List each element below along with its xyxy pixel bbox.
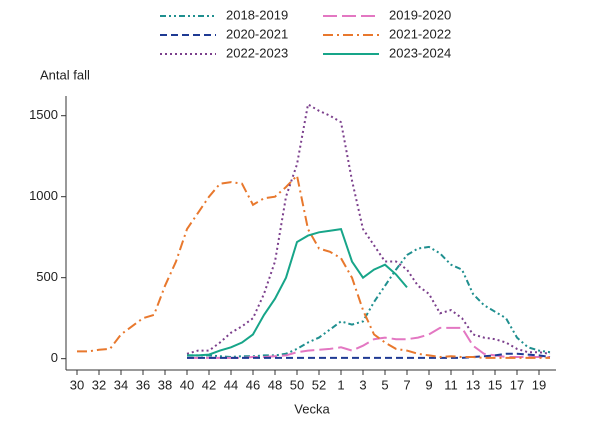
y-tick-label: 1000 — [29, 188, 58, 203]
x-tick-label: 7 — [403, 377, 410, 392]
x-tick-label: 38 — [158, 377, 172, 392]
x-axis-label: Vecka — [294, 401, 330, 416]
x-tick-label: 3 — [359, 377, 366, 392]
x-tick-label: 52 — [312, 377, 326, 392]
x-tick-label: 13 — [466, 377, 480, 392]
x-tick-label: 32 — [92, 377, 106, 392]
x-tick-label: 15 — [488, 377, 502, 392]
series-line — [186, 102, 551, 355]
x-tick-label: 34 — [114, 377, 128, 392]
x-tick-label: 48 — [268, 377, 282, 392]
series-line — [187, 245, 551, 359]
y-tick-label: 1500 — [29, 107, 58, 122]
series-line — [77, 173, 550, 359]
legend-label: 2020-2021 — [226, 26, 288, 41]
x-tick-label: 5 — [381, 377, 388, 392]
series-line — [187, 227, 408, 357]
x-tick-label: 17 — [510, 377, 524, 392]
x-tick-label: 50 — [290, 377, 304, 392]
x-tick-label: 9 — [425, 377, 432, 392]
legend-label: 2019-2020 — [389, 7, 451, 22]
y-tick-label: 500 — [36, 269, 58, 284]
series-line — [187, 352, 551, 359]
legend-label: 2023-2024 — [389, 45, 451, 60]
x-tick-label: 46 — [246, 377, 260, 392]
x-tick-label: 19 — [532, 377, 546, 392]
x-tick-label: 42 — [202, 377, 216, 392]
x-tick-label: 1 — [337, 377, 344, 392]
legend-label: 2018-2019 — [226, 7, 288, 22]
legend-label: 2021-2022 — [389, 26, 451, 41]
y-axis-label: Antal fall — [40, 67, 90, 82]
x-tick-label: 40 — [180, 377, 194, 392]
y-tick-label: 0 — [51, 350, 58, 365]
legend-label: 2022-2023 — [226, 45, 288, 60]
x-tick-label: 11 — [444, 377, 458, 392]
x-tick-label: 36 — [136, 377, 150, 392]
x-tick-label: 44 — [224, 377, 238, 392]
x-tick-label: 30 — [70, 377, 84, 392]
